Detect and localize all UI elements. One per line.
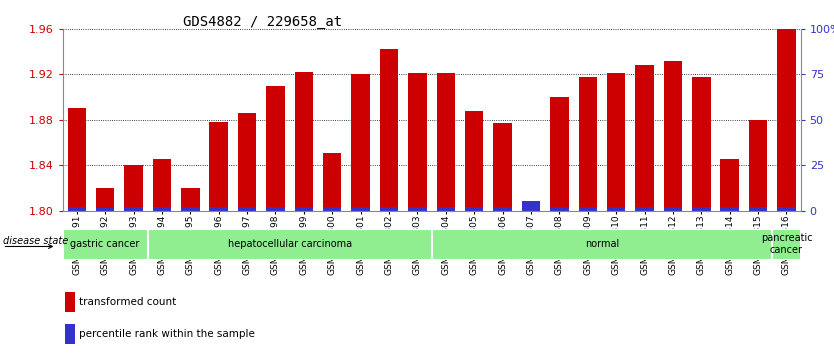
Bar [579, 77, 597, 211]
Bar [579, 207, 597, 211]
Bar [465, 207, 484, 211]
Bar [636, 65, 654, 211]
Text: disease state: disease state [3, 236, 68, 246]
Text: hepatocellular carcinoma: hepatocellular carcinoma [228, 239, 352, 249]
Bar [550, 97, 569, 211]
Bar [408, 73, 427, 211]
Bar [607, 207, 626, 211]
Bar [777, 29, 796, 211]
FancyArrowPatch shape [5, 245, 53, 248]
Bar [65, 292, 75, 312]
Bar [636, 207, 654, 211]
Bar [432, 229, 772, 260]
Bar [494, 207, 512, 211]
Bar [749, 207, 767, 211]
Bar [68, 207, 86, 211]
Text: percentile rank within the sample: percentile rank within the sample [78, 329, 254, 339]
Bar [153, 207, 171, 211]
Bar [777, 207, 796, 211]
Bar [436, 73, 455, 211]
Bar [65, 324, 75, 344]
Bar [124, 207, 143, 211]
Bar [664, 61, 682, 211]
Bar [209, 207, 228, 211]
Bar [266, 207, 284, 211]
Bar [181, 207, 199, 211]
Bar [294, 72, 313, 211]
Bar [323, 153, 341, 211]
Bar [238, 207, 256, 211]
Bar [153, 159, 171, 211]
Bar [721, 159, 739, 211]
Bar [749, 120, 767, 211]
Text: gastric cancer: gastric cancer [70, 239, 140, 249]
Bar [607, 73, 626, 211]
Bar [664, 207, 682, 211]
Bar [721, 207, 739, 211]
Bar [379, 207, 399, 211]
Bar [68, 109, 86, 211]
Bar [692, 77, 711, 211]
Bar [494, 123, 512, 211]
Text: transformed count: transformed count [78, 297, 176, 307]
Bar [465, 111, 484, 211]
Bar [96, 208, 114, 211]
Bar [181, 188, 199, 211]
Bar [692, 207, 711, 211]
Text: GDS4882 / 229658_at: GDS4882 / 229658_at [183, 15, 343, 29]
Bar [148, 229, 432, 260]
Bar [323, 207, 341, 211]
Bar [124, 165, 143, 211]
Bar [522, 201, 540, 211]
Bar [96, 188, 114, 211]
Bar [436, 207, 455, 211]
Bar [294, 207, 313, 211]
Bar [408, 207, 427, 211]
Bar [351, 207, 369, 211]
Bar [238, 113, 256, 211]
Bar [209, 122, 228, 211]
Bar [772, 229, 801, 260]
Bar [379, 49, 399, 211]
Bar [522, 204, 540, 211]
Bar [63, 229, 148, 260]
Text: pancreatic
cancer: pancreatic cancer [761, 233, 812, 255]
Bar [266, 86, 284, 211]
Bar [550, 207, 569, 211]
Text: normal: normal [585, 239, 619, 249]
Bar [351, 74, 369, 211]
